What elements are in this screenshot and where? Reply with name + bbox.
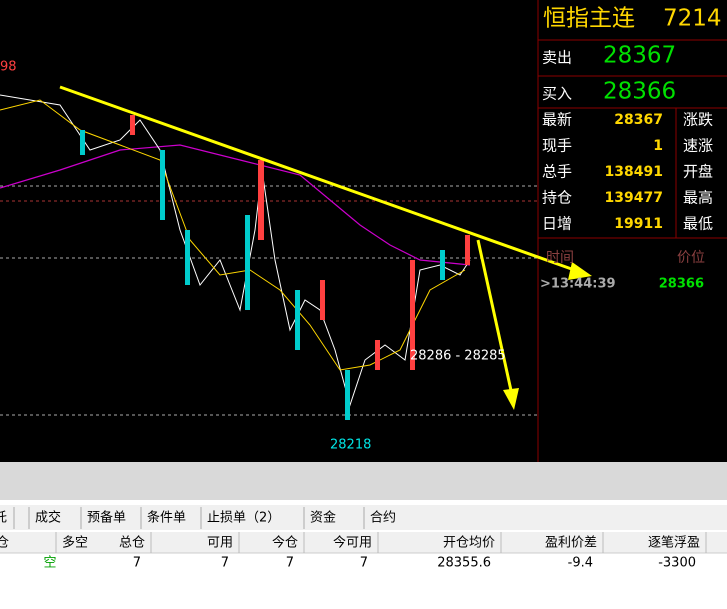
tab[interactable]: 托	[0, 511, 7, 526]
quote-label: 速涨	[683, 137, 713, 155]
quote-label: 日增	[542, 215, 572, 233]
tab[interactable]: 止损单（2）	[207, 511, 280, 526]
column-header: 总仓	[119, 536, 145, 551]
contract-code: 7214	[663, 6, 722, 32]
price-line	[0, 94, 471, 407]
quote-label: 涨跌	[683, 111, 713, 129]
sell-label: 卖出	[542, 49, 572, 67]
cell: 7	[360, 556, 368, 571]
tab[interactable]: 合约	[370, 511, 396, 526]
buy-price: 28366	[603, 79, 676, 105]
contract-name: 恒指主连	[543, 6, 635, 32]
quote-value: 28367	[614, 112, 663, 128]
column-header: 今可用	[333, 535, 372, 551]
high-label: 98	[0, 60, 17, 75]
column-header: 开仓均价	[443, 536, 495, 551]
sell-price: 28367	[603, 43, 676, 69]
tick-price: 28366	[659, 277, 704, 292]
tab[interactable]: 资金	[310, 510, 336, 526]
quote-value: 138491	[605, 164, 663, 180]
cell: -3300	[658, 556, 696, 571]
quote-label: 现手	[542, 137, 572, 155]
price-header: 价位	[677, 250, 705, 266]
column-header: 逐笔浮盈	[648, 535, 700, 551]
quote-label: 总手	[542, 163, 572, 181]
tab[interactable]: 预备单	[87, 510, 126, 526]
cell: 7	[133, 556, 141, 571]
tab[interactable]: 条件单	[147, 510, 186, 526]
quote-value: 1	[653, 138, 663, 154]
chart-bg	[0, 0, 727, 462]
range-label: 28286 - 28285	[410, 349, 506, 364]
time-header: 时间	[546, 250, 574, 266]
quote-label: 最新	[542, 111, 572, 129]
candles	[80, 115, 470, 420]
quote-label: 持仓	[542, 189, 572, 207]
cell: 空	[43, 556, 56, 571]
quote-label: 开盘	[683, 163, 713, 181]
quote-value: 139477	[605, 190, 663, 206]
cell: 7	[286, 556, 294, 571]
cell: -9.4	[568, 556, 593, 571]
cell: 7	[221, 556, 229, 571]
column-header: 仓	[0, 536, 9, 551]
trend-arrows	[59, 85, 592, 410]
tick-time: >13:44:39	[540, 277, 616, 292]
ma-line	[0, 144, 471, 266]
column-header: 可用	[207, 536, 233, 551]
column-header: 多空	[62, 535, 88, 551]
cell: 28355.6	[437, 556, 491, 571]
buy-label: 买入	[542, 85, 572, 103]
quote-label: 最低	[683, 215, 713, 233]
low-label: 28218	[330, 438, 371, 453]
quote-label: 最高	[683, 189, 713, 207]
column-header: 盈利价差	[545, 536, 597, 551]
tab[interactable]: 成交	[35, 510, 61, 526]
column-header: 今仓	[272, 535, 298, 551]
quote-value: 19911	[614, 216, 663, 232]
